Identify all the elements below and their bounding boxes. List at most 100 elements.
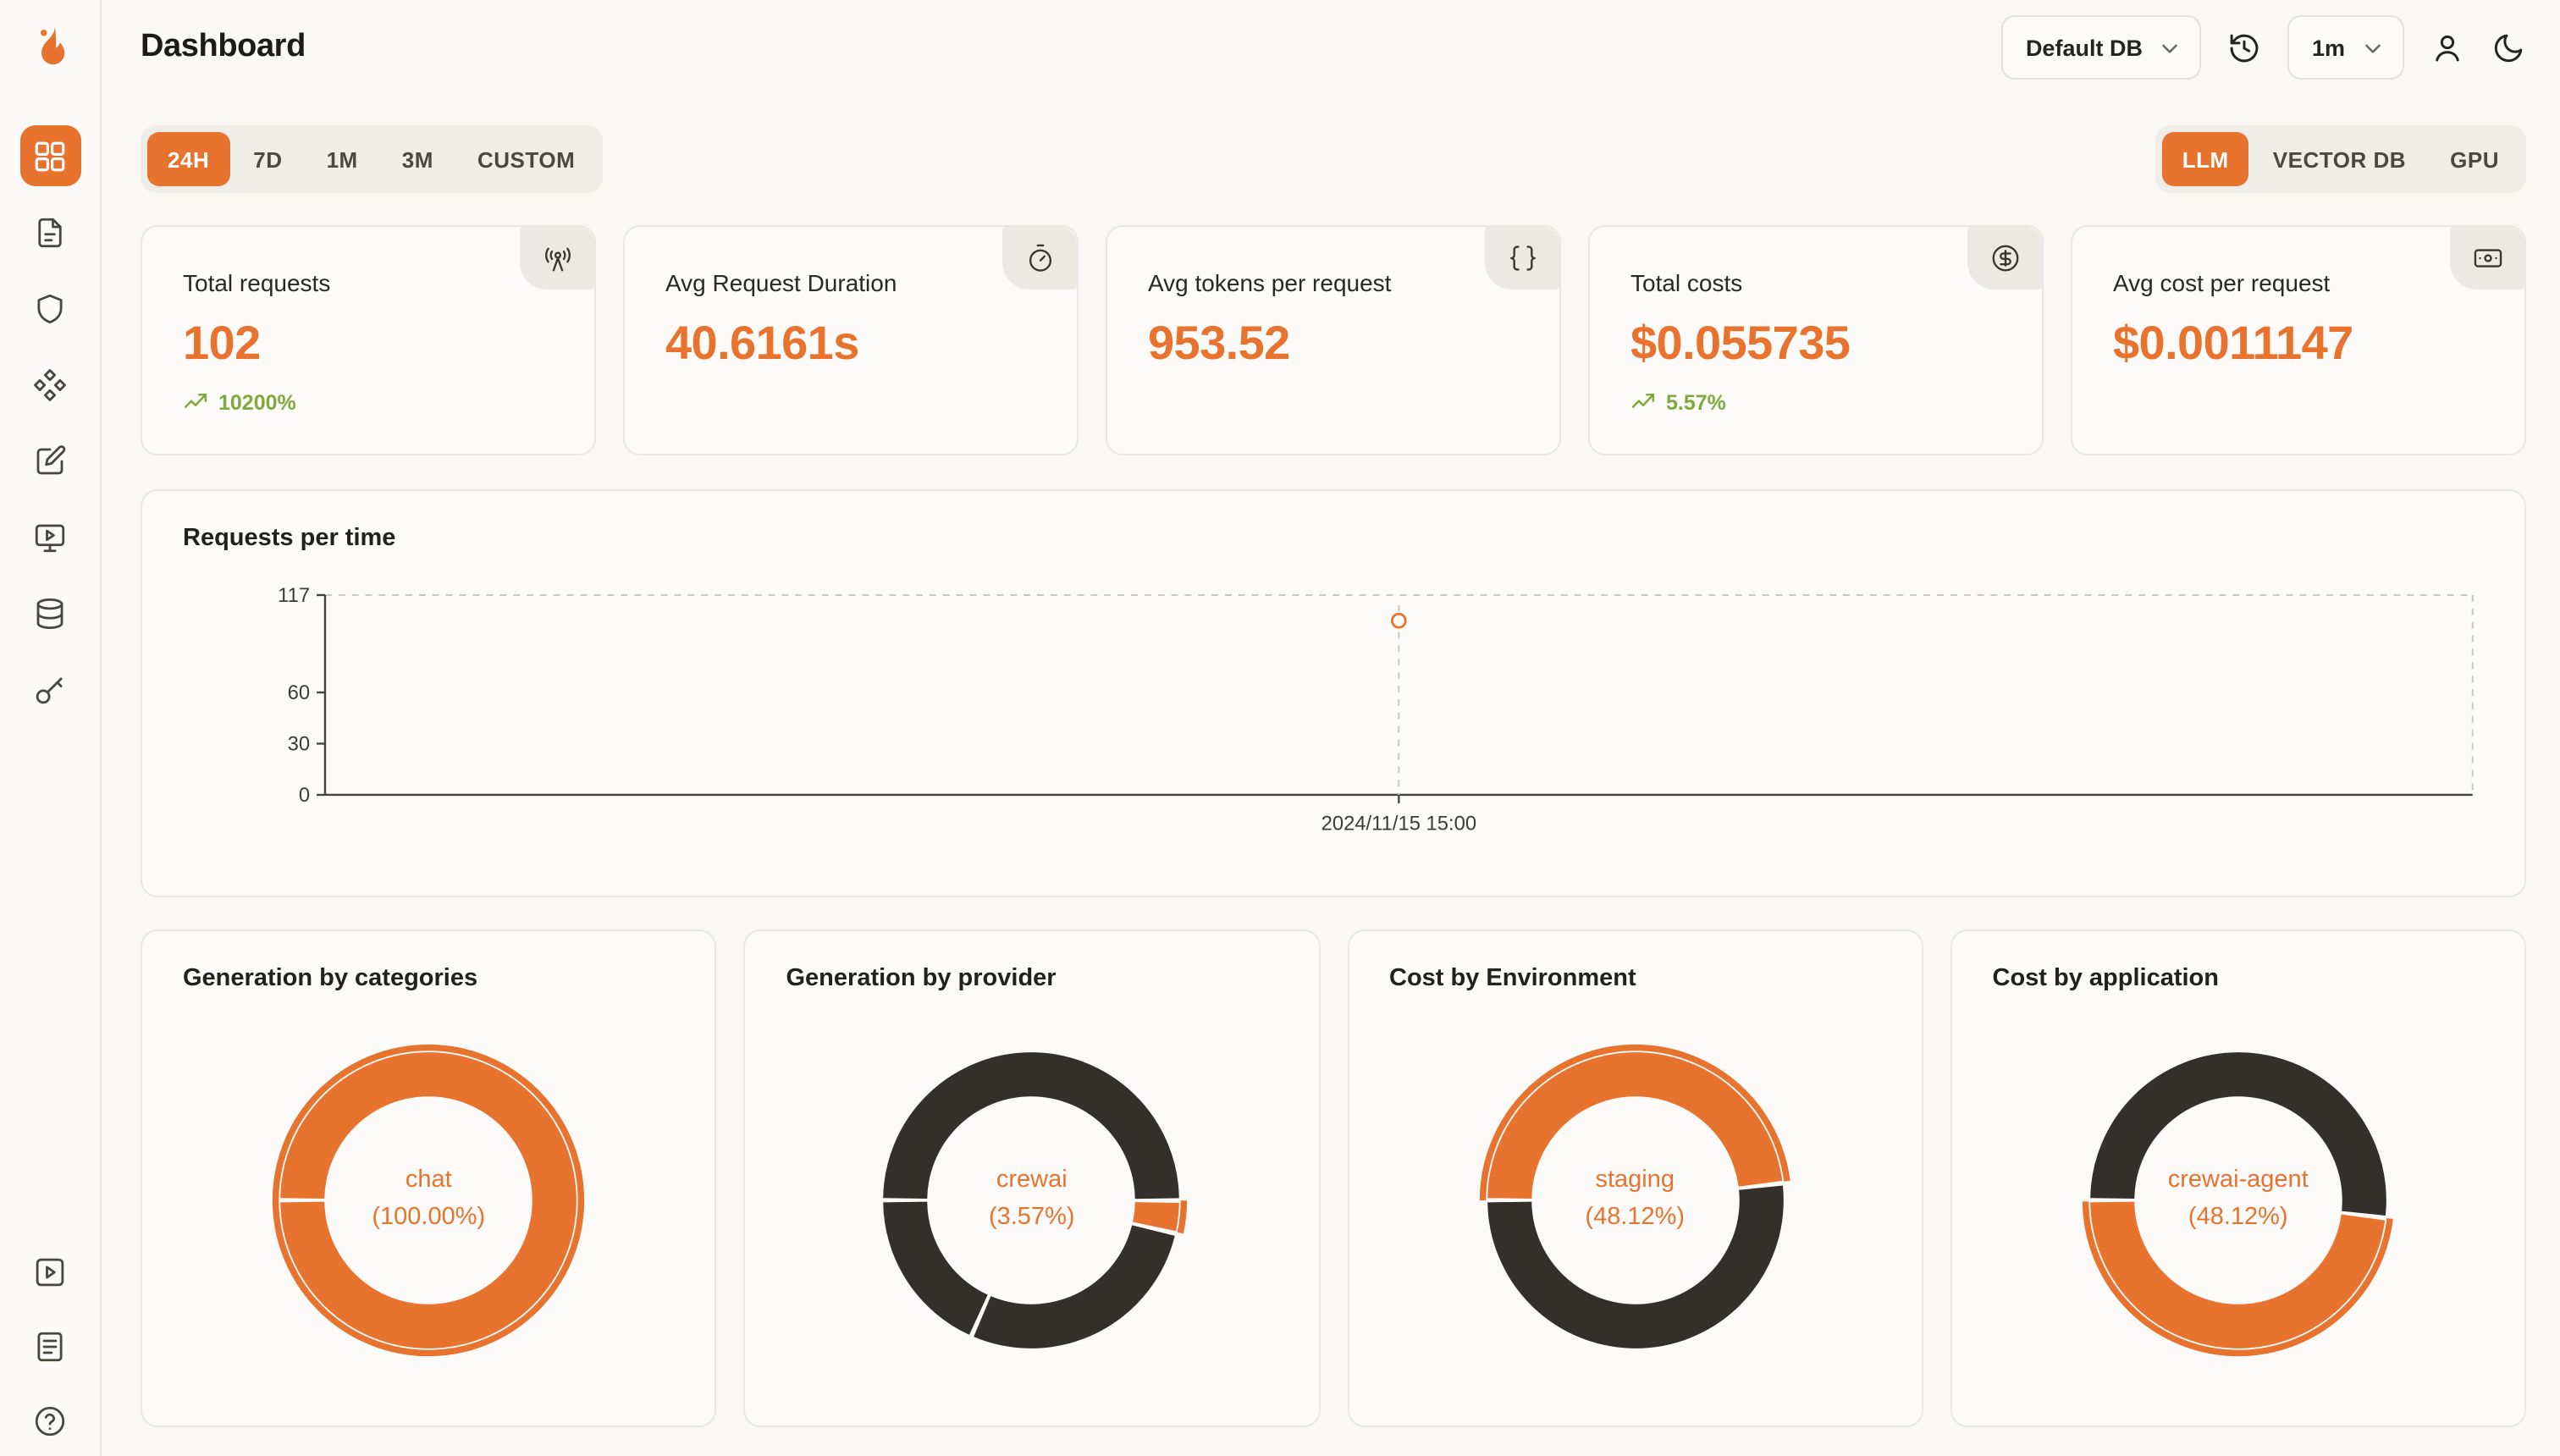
chart-title: Generation by categories	[183, 965, 478, 992]
time-range-tabs: 24H 7D 1M 3M CUSTOM	[141, 125, 603, 193]
sidebar-nav	[19, 125, 80, 735]
tab-24h[interactable]: 24H	[147, 132, 230, 186]
donut-chart-application[interactable]: crewai-agent (48.12%)	[2081, 1043, 2396, 1358]
page-title: Dashboard	[141, 29, 306, 64]
donut-chart-environment[interactable]: staging (48.12%)	[1477, 1043, 1792, 1358]
card-badge	[1485, 227, 1559, 290]
chart-title: Requests per time	[183, 525, 396, 552]
theme-toggle-button[interactable]	[2491, 30, 2526, 65]
stat-title: Avg tokens per request	[1148, 269, 1392, 296]
avg-tokens-card: Avg tokens per request 953.52	[1106, 225, 1561, 455]
stat-value: $0.0011147	[2113, 317, 2353, 369]
tab-llm[interactable]: LLM	[2161, 132, 2249, 186]
user-button[interactable]	[2430, 30, 2465, 65]
help-icon	[35, 1406, 65, 1437]
sidebar-item-playground[interactable]	[19, 506, 80, 567]
chart-title: Generation by provider	[786, 965, 1057, 992]
generation-by-provider-card: Generation by provider crewai (3.57%)	[743, 929, 1320, 1427]
requests-per-time-card: Requests per time 0 30 60 117 2024/11/15 15:…	[141, 489, 2526, 897]
monitor-play-icon	[35, 523, 65, 552]
total-requests-card: Total requests 102 10200%	[141, 225, 596, 455]
logs-icon	[37, 1332, 63, 1362]
donut-svg	[1479, 1044, 1791, 1357]
circle-dollar-icon	[1991, 245, 2018, 272]
flame-logo[interactable]	[23, 19, 77, 73]
tab-custom[interactable]: CUSTOM	[457, 132, 595, 186]
file-icon	[38, 217, 62, 247]
square-pen-icon	[36, 444, 66, 474]
banknote-icon	[2473, 249, 2502, 267]
stat-title: Total costs	[1630, 269, 1743, 296]
donut-center-label: chat (100.00%)	[372, 1166, 486, 1232]
trending-up-icon	[184, 394, 207, 408]
stat-trend: 5.57%	[1630, 389, 2001, 415]
svg-text:117: 117	[278, 584, 310, 607]
chart-title: Cost by application	[1992, 965, 2220, 992]
donut-svg	[2082, 1044, 2394, 1357]
donut-center-label: staging (48.12%)	[1585, 1166, 1686, 1232]
card-badge	[2450, 227, 2524, 290]
database-select[interactable]: Default DB	[2001, 15, 2202, 80]
timer-icon	[1028, 244, 1051, 272]
generation-by-categories-card: Generation by categories chat (100.00%)	[141, 929, 717, 1427]
stat-title: Total requests	[183, 269, 331, 296]
total-costs-card: Total costs $0.055735 5.57%	[1588, 225, 2044, 455]
tab-7d[interactable]: 7D	[233, 132, 302, 186]
requests-chart-svg[interactable]: 0 30 60 117 2024/11/15 15:00	[142, 491, 2524, 896]
main-area: Dashboard Default DB 1m	[100, 0, 2560, 1456]
sidebar-item-annotations[interactable]	[19, 430, 80, 491]
tab-1m[interactable]: 1M	[306, 132, 378, 186]
sidebar-item-integrations[interactable]	[19, 354, 80, 415]
sidebar-item-dashboard[interactable]	[19, 125, 80, 186]
stat-title: Avg Request Duration	[665, 269, 897, 296]
stats-row: Total requests 102 10200%	[141, 225, 2526, 455]
donut-chart-categories[interactable]: chat (100.00%)	[271, 1043, 586, 1358]
sidebar-item-files[interactable]	[19, 201, 80, 262]
tab-gpu[interactable]: GPU	[2430, 132, 2519, 186]
radio-tower-icon	[544, 247, 570, 272]
database-select-value: Default DB	[2025, 35, 2143, 60]
avg-duration-card: Avg Request Duration 40.6161s	[623, 225, 1079, 455]
topbar: Dashboard Default DB 1m	[100, 0, 2560, 95]
sidebar-item-tutorials[interactable]	[32, 1255, 68, 1290]
svg-text:30: 30	[288, 732, 310, 755]
stat-value: $0.055735	[1630, 317, 1851, 369]
stat-trend: 10200%	[183, 389, 554, 415]
sidebar-item-help[interactable]	[32, 1404, 68, 1439]
stat-title: Avg cost per request	[2113, 269, 2331, 296]
card-badge	[520, 227, 594, 290]
sidebar-item-datasets[interactable]	[19, 582, 80, 643]
sidebar-item-security[interactable]	[19, 278, 80, 339]
donut-center-label: crewai-agent (48.12%)	[2167, 1166, 2309, 1232]
shield-icon	[37, 293, 63, 323]
sidebar-item-docs[interactable]	[32, 1329, 68, 1365]
donut-center-label: crewai (3.57%)	[988, 1166, 1075, 1232]
interval-select[interactable]: 1m	[2287, 15, 2404, 80]
database-icon	[36, 597, 63, 629]
shapes-icon	[34, 368, 66, 400]
cost-by-application-card: Cost by application crewai-agent (48.12%…	[1950, 929, 2526, 1427]
stat-value: 102	[183, 317, 261, 369]
tab-vector-db[interactable]: VECTOR DB	[2253, 132, 2426, 186]
svg-text:0: 0	[299, 784, 310, 807]
card-badge	[1002, 227, 1077, 290]
trending-up-icon	[1631, 394, 1655, 408]
sidebar-bottom	[32, 1255, 68, 1439]
donut-chart-provider[interactable]: crewai (3.57%)	[874, 1043, 1189, 1358]
play-square-icon	[36, 1258, 64, 1287]
source-tabs: LLM VECTOR DB GPU	[2154, 125, 2526, 193]
donut-svg	[875, 1044, 1188, 1357]
avg-cost-card: Avg cost per request $0.0011147	[2071, 225, 2526, 455]
filter-row: 24H 7D 1M 3M CUSTOM LLM VECTOR DB GPU	[141, 125, 2526, 193]
history-button[interactable]	[2227, 30, 2263, 65]
donut-row: Generation by categories chat (100.00%) …	[141, 929, 2526, 1427]
tab-3m[interactable]: 3M	[382, 132, 454, 186]
chart-title: Cost by Environment	[1389, 965, 1636, 992]
sidebar	[0, 0, 102, 1456]
content: 24H 7D 1M 3M CUSTOM LLM VECTOR DB GPU	[100, 125, 2560, 1427]
sidebar-item-access-keys[interactable]	[19, 659, 80, 720]
braces-icon	[1509, 245, 1535, 271]
interval-select-value: 1m	[2311, 35, 2345, 60]
svg-text:60: 60	[288, 681, 310, 704]
